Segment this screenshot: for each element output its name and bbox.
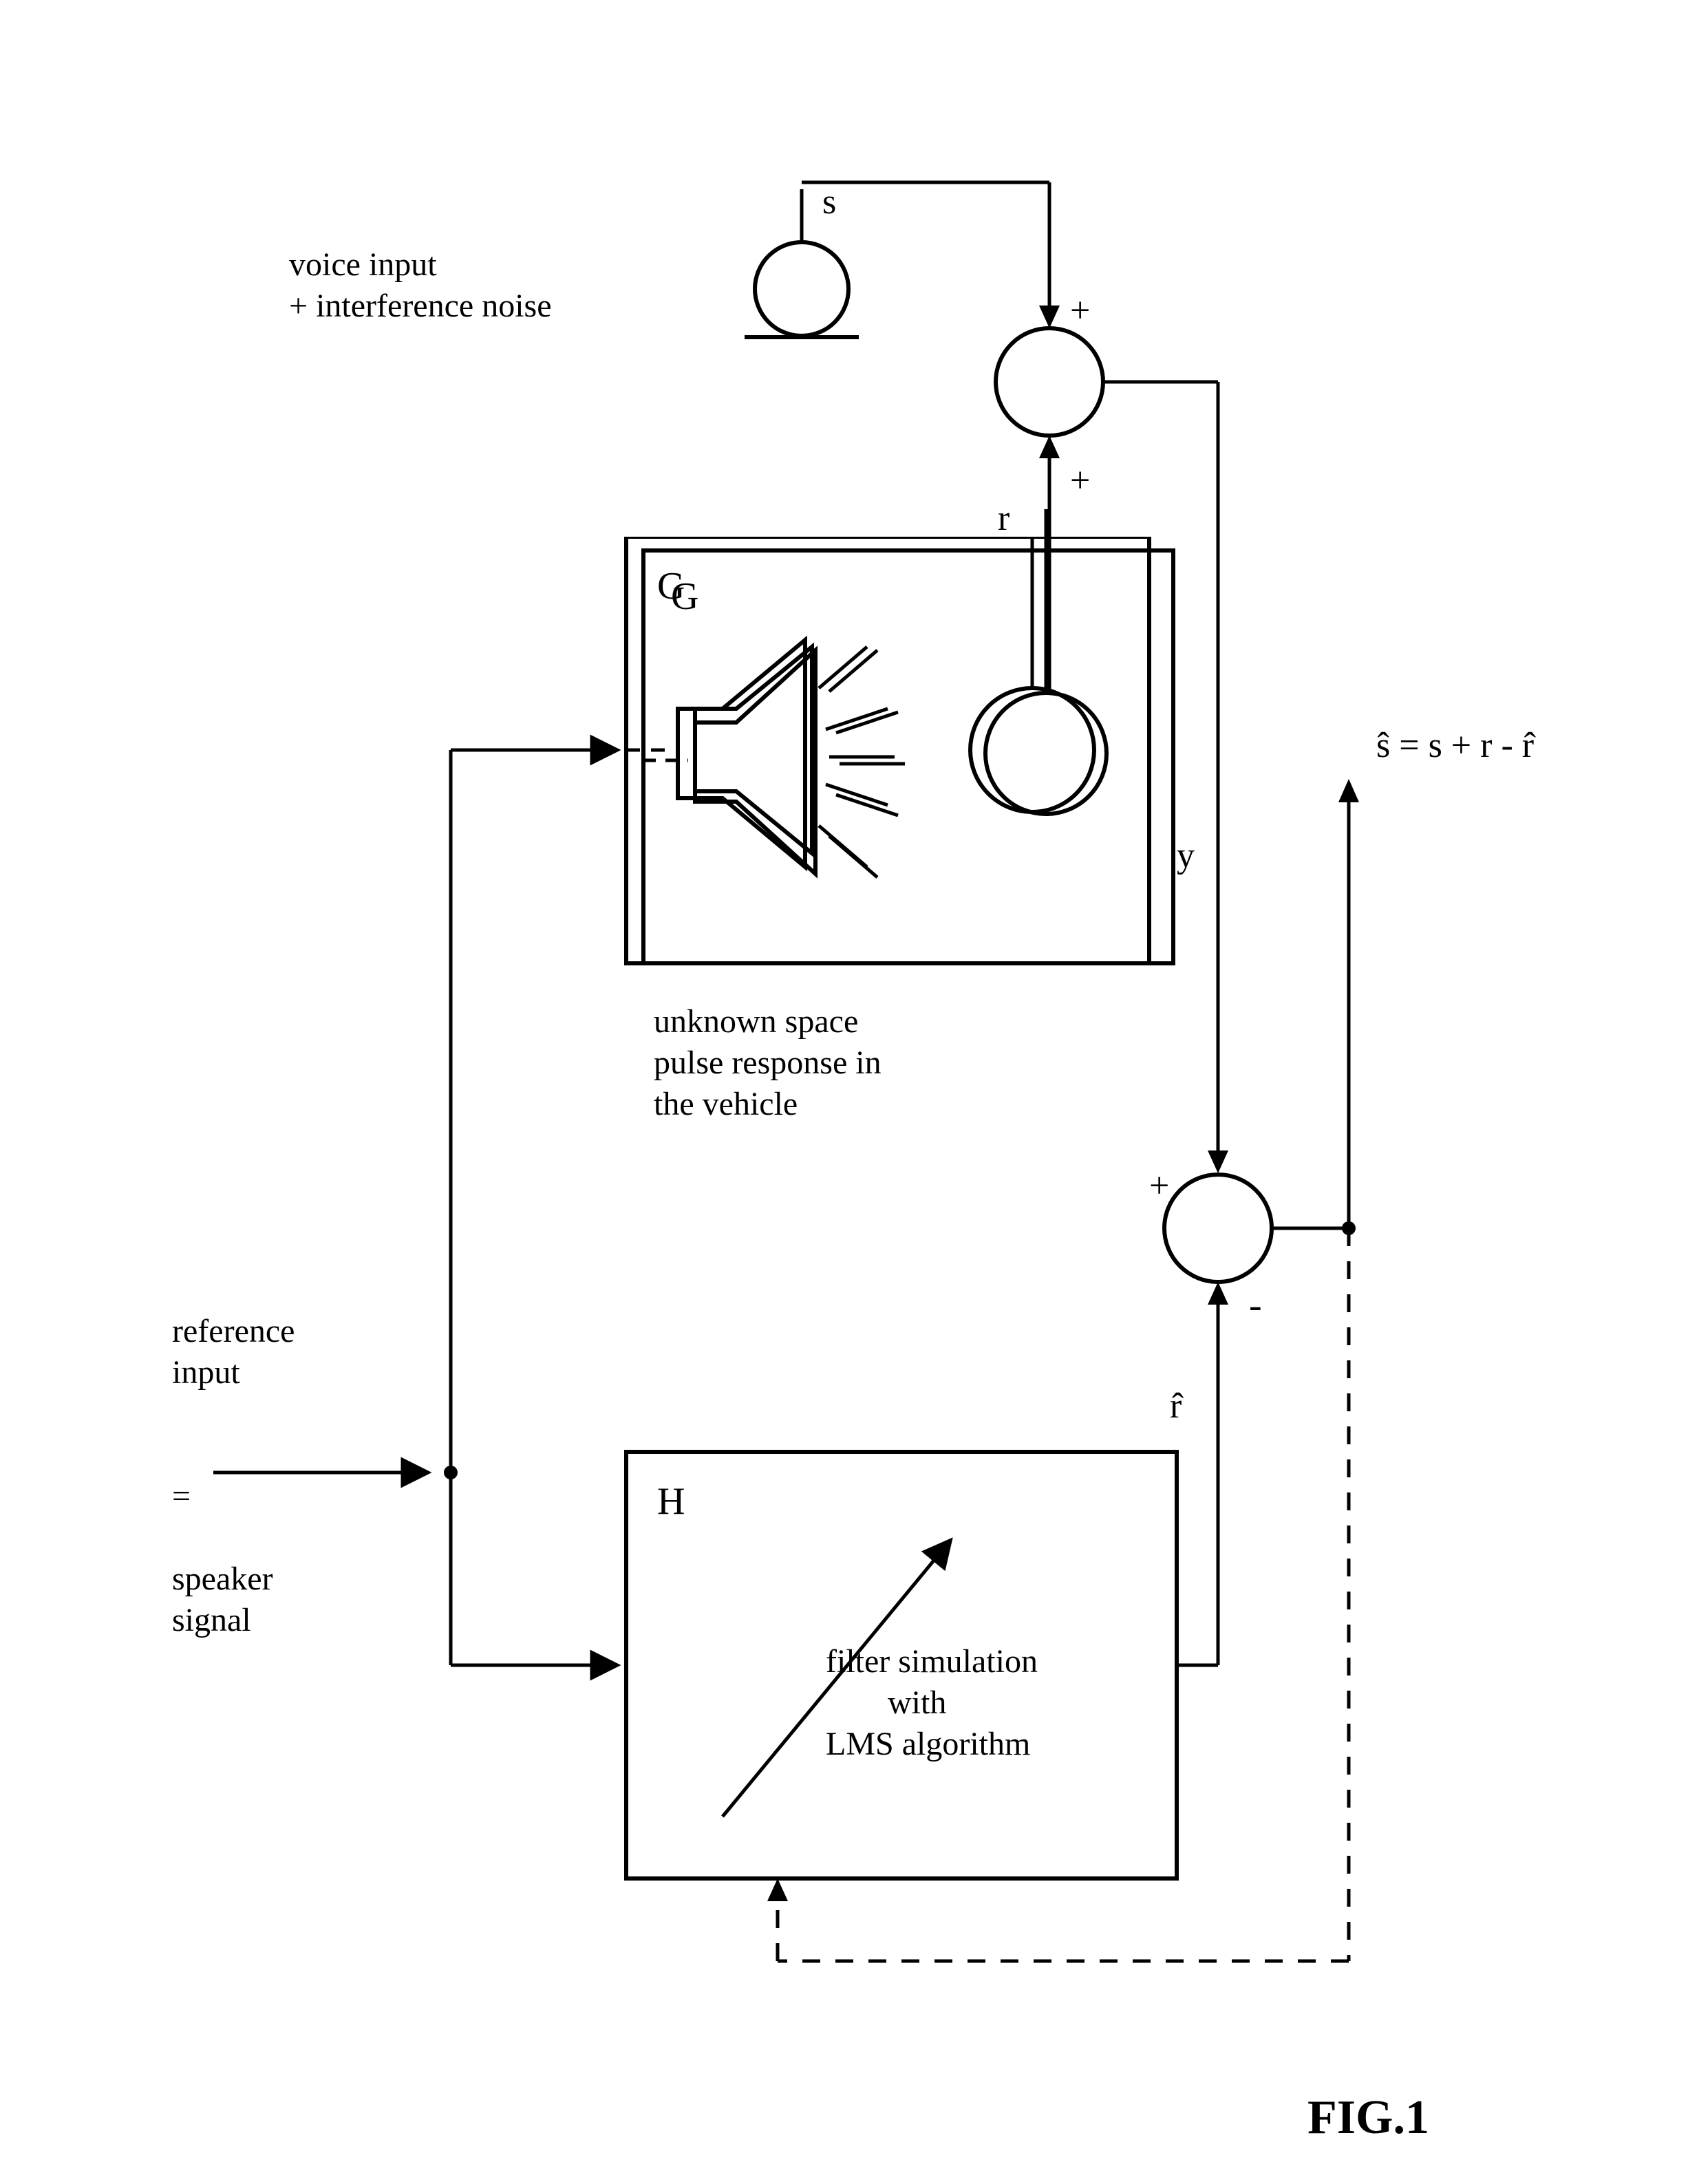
diagram-canvas: G +: [0, 0, 1688, 2184]
figure-caption: FIG.1: [1307, 2091, 1429, 2144]
ref-label-5: signal: [172, 1602, 251, 1638]
voice-label-2: + interference noise: [289, 288, 552, 324]
g-desc-1: unknown space: [654, 1003, 858, 1040]
ref-label-1: reference: [172, 1313, 295, 1349]
sum1-plus-bottom: +: [1070, 461, 1090, 500]
g-desc-3: the vehicle: [654, 1086, 798, 1122]
ref-label-4: speaker: [172, 1561, 273, 1597]
block-H-label: H: [657, 1480, 685, 1523]
h-desc-2: with: [888, 1684, 946, 1721]
h-desc-3: LMS algorithm: [826, 1726, 1030, 1762]
signal-r-label: r: [998, 499, 1009, 538]
block-G-label: G: [671, 575, 698, 618]
g-desc-2: pulse response in: [654, 1045, 882, 1081]
ref-label-3: =: [172, 1478, 191, 1514]
sum2-minus: -: [1249, 1284, 1262, 1327]
signal-y-label: y: [1177, 836, 1195, 875]
voice-label-1: voice input: [289, 246, 437, 283]
ref-label-2: input: [172, 1354, 240, 1391]
sum2-plus: +: [1149, 1166, 1169, 1206]
h-desc-1: filter simulation: [826, 1643, 1038, 1680]
signal-output-label: ŝ = s + r - r̂: [1376, 726, 1536, 765]
sum1-plus-top: +: [1070, 291, 1090, 330]
